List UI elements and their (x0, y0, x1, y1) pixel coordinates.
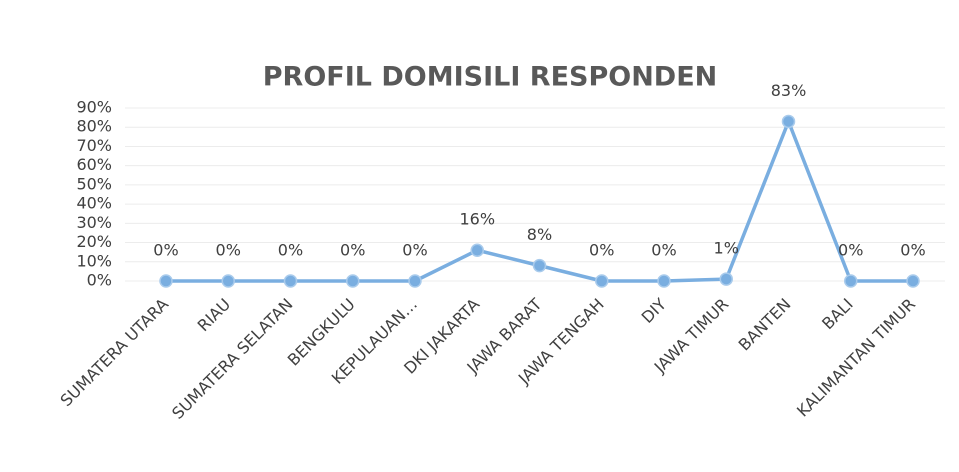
data-label: 0% (216, 241, 241, 260)
x-tick-label: BALI (818, 295, 857, 334)
marker (844, 274, 858, 288)
y-tick-label: 50% (76, 174, 112, 193)
marker (159, 274, 173, 288)
marker (657, 274, 671, 288)
chart-title: PROFIL DOMISILI RESPONDEN (263, 62, 718, 93)
marker (408, 274, 422, 288)
x-tick-label: RIAU (194, 295, 235, 336)
marker (283, 274, 298, 288)
marker (906, 274, 920, 288)
y-tick-label: 80% (76, 117, 112, 136)
data-label: 16% (459, 210, 495, 229)
data-label: 1% (714, 239, 739, 258)
y-tick-label: 40% (76, 194, 112, 213)
data-label: 83% (771, 81, 807, 100)
marker (532, 258, 547, 273)
data-label: 0% (900, 241, 925, 260)
data-label: 0% (589, 241, 614, 260)
y-tick-label: 10% (76, 251, 112, 270)
y-tick-label: 90% (76, 98, 112, 117)
y-tick-label: 60% (76, 155, 112, 174)
data-label: 8% (527, 225, 552, 244)
marker (595, 274, 609, 288)
x-tick-label: DIY (638, 294, 671, 327)
y-tick-label: 0% (87, 271, 112, 290)
data-label: 0% (340, 241, 365, 260)
y-tick-label: 70% (76, 136, 112, 155)
y-tick-label: 20% (76, 232, 112, 251)
marker (346, 274, 360, 288)
y-tick-label: 30% (76, 213, 112, 232)
data-label: 0% (651, 241, 676, 260)
marker (719, 272, 733, 286)
marker (781, 114, 796, 129)
x-tick-label: KALIMANTAN TIMUR (793, 295, 919, 421)
data-label: 0% (278, 241, 303, 260)
marker (221, 274, 235, 288)
data-label: 0% (838, 241, 863, 260)
x-tick-label: SUMATERA SELATAN (168, 295, 296, 423)
marker (470, 243, 484, 257)
x-tick-label: BANTEN (735, 295, 795, 355)
x-tick-label: SUMATERA UTARA (56, 295, 172, 411)
data-label: 0% (153, 241, 178, 260)
data-label: 0% (402, 241, 427, 260)
